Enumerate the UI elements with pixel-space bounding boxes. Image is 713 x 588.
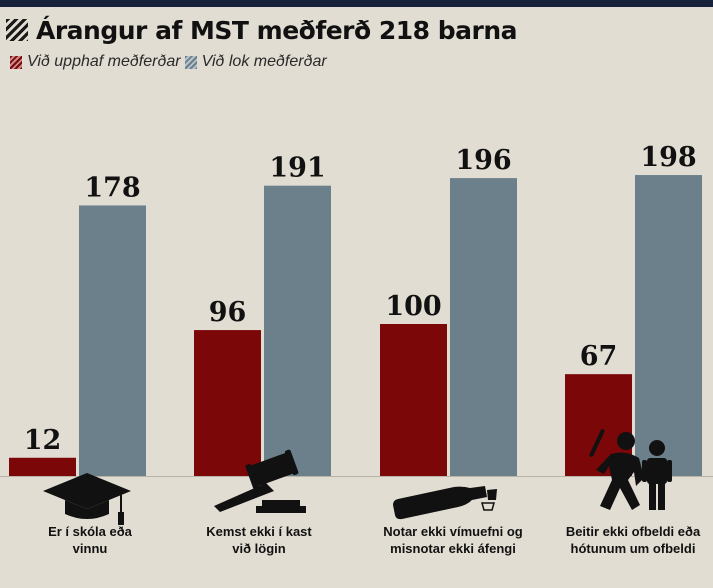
value-label: 12: [24, 425, 62, 456]
bar-start: [9, 457, 76, 476]
value-label: 191: [269, 153, 325, 184]
legend: Við upphaf meðferðar Við lok meðferðar: [10, 52, 327, 72]
legend-swatch-start: [10, 55, 22, 69]
legend-swatch-end: [184, 55, 197, 69]
category-label: Kemst ekki í kast við lögin: [206, 524, 312, 556]
value-label: 196: [455, 145, 511, 176]
value-label: 178: [84, 172, 140, 203]
value-label: 67: [580, 341, 618, 372]
gavel-icon: [214, 449, 306, 513]
bottle-icon: [393, 486, 497, 520]
value-label: 198: [640, 142, 696, 173]
title-hatch-icon: [6, 19, 28, 41]
legend-label-end: Við lok meðferðar: [201, 53, 327, 70]
bar-start: [194, 330, 261, 476]
category-label: Notar ekki vímuefni og misnotar ekki áfe…: [383, 524, 523, 556]
value-label: 96: [209, 297, 247, 328]
chart-title: Árangur af MST meðferð 218 barna: [36, 15, 518, 45]
legend-label-start: Við upphaf meðferðar: [27, 53, 181, 70]
category-label: Beitir ekki ofbeldi eða hótunum um ofbel…: [565, 524, 701, 556]
bar-end: [635, 175, 702, 477]
violence-icon: [589, 429, 672, 510]
top-bar: [0, 0, 713, 7]
bar-end: [79, 205, 146, 476]
bar-end: [264, 185, 331, 476]
value-label: 100: [385, 291, 441, 322]
baseline: [0, 476, 713, 477]
bar-end: [450, 178, 517, 476]
graduation-cap-icon: [43, 473, 131, 525]
bar-start: [380, 324, 447, 476]
title-row: Árangur af MST meðferð 218 barna: [6, 12, 518, 48]
category-label: Er í skóla eða vinnu: [48, 524, 132, 556]
